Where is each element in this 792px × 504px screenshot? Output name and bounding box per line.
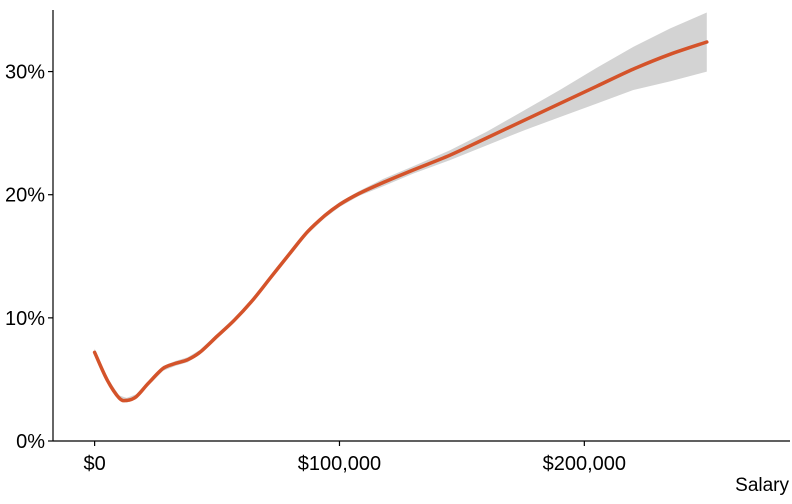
y-tick-label: 20% bbox=[5, 185, 45, 207]
y-tick-label: 10% bbox=[5, 308, 45, 330]
x-axis-title: Salary bbox=[735, 475, 789, 496]
y-tick-label: 30% bbox=[5, 62, 45, 84]
x-tick-label: $200,000 bbox=[543, 453, 626, 475]
series-line bbox=[92, 40, 709, 403]
y-tick-label: 0% bbox=[16, 431, 45, 453]
x-tick-label: $100,000 bbox=[298, 453, 381, 475]
confidence-band bbox=[94, 12, 707, 403]
x-tick-label: $0 bbox=[83, 453, 105, 475]
